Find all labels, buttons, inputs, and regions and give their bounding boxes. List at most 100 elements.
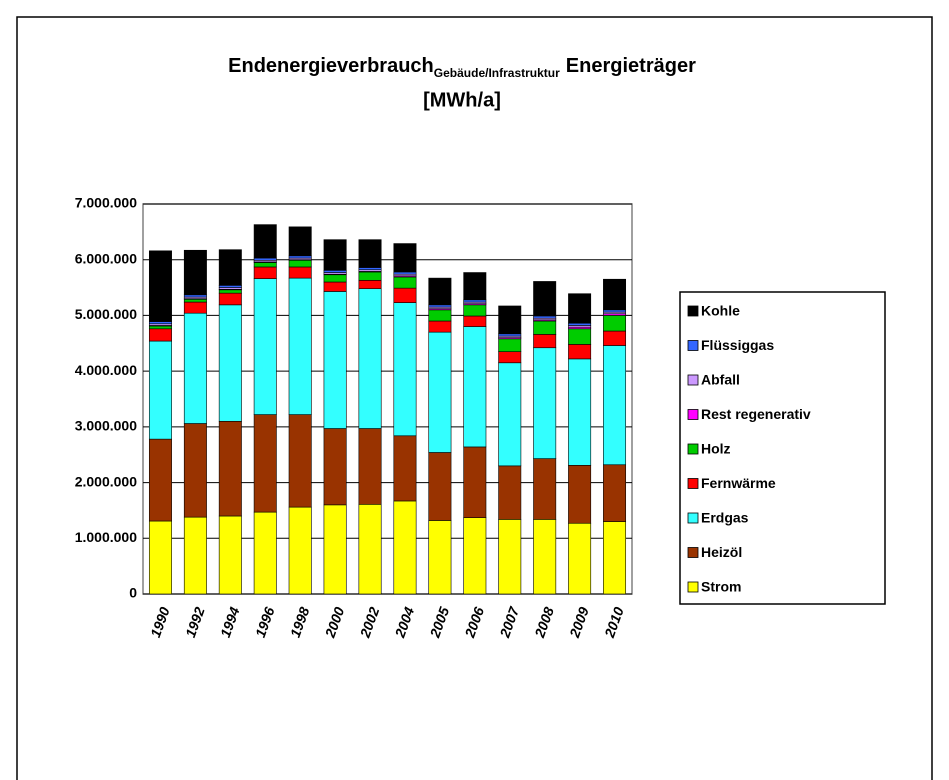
bar-segment xyxy=(428,309,452,322)
bar-segment xyxy=(183,298,207,303)
chart-title: EndenergieverbrauchGebäude/Infrastruktur… xyxy=(228,55,696,80)
bar-segment xyxy=(498,465,522,520)
bar-segment xyxy=(288,266,312,279)
bar-segment xyxy=(393,276,417,289)
bar-segment xyxy=(603,315,627,332)
bar-segment xyxy=(568,322,592,326)
bar-segment xyxy=(358,239,382,268)
bar-segment xyxy=(603,309,627,313)
bar-segment xyxy=(428,320,452,333)
bar-segment xyxy=(183,423,207,518)
bar-segment xyxy=(218,249,242,286)
title-main: Endenergieverbrauch xyxy=(228,55,434,77)
bar-segment xyxy=(603,278,627,311)
bar-segment xyxy=(218,292,242,306)
bar-segment xyxy=(393,500,417,595)
y-tick-label: 6.000.000 xyxy=(75,250,137,266)
bar-segment xyxy=(323,291,347,429)
bar-segment xyxy=(533,315,557,319)
y-tick-label: 1.000.000 xyxy=(75,529,137,545)
bar-segment xyxy=(183,249,207,296)
bar-segment xyxy=(393,302,417,437)
bar-segment xyxy=(533,347,557,459)
bar-segment xyxy=(148,438,172,522)
legend-label: Fernwärme xyxy=(701,475,776,491)
bar-segment xyxy=(533,519,557,595)
bar-segment xyxy=(323,274,347,283)
bar-segment xyxy=(148,321,172,325)
title-suffix: Energieträger xyxy=(566,55,696,77)
bar-segment xyxy=(323,428,347,506)
legend-label: Flüssiggas xyxy=(701,337,774,353)
bar-segment xyxy=(568,328,592,345)
plot-area xyxy=(142,203,633,595)
bar-segment xyxy=(428,331,452,453)
bar-segment xyxy=(533,281,557,317)
legend-label: Erdgas xyxy=(701,510,749,526)
bar-segment xyxy=(498,351,522,364)
bar-segment xyxy=(358,271,382,281)
bar-segment xyxy=(498,519,522,595)
legend-swatch xyxy=(687,478,699,489)
bar-segment xyxy=(148,325,172,330)
bar-segment xyxy=(288,226,312,257)
bar-segment xyxy=(218,515,242,595)
legend-label: Strom xyxy=(701,579,741,595)
bar-segment xyxy=(183,516,207,595)
bar-segment xyxy=(323,269,347,273)
bar-segment xyxy=(183,294,207,298)
y-tick-label: 5.000.000 xyxy=(75,306,137,322)
bar-segment xyxy=(568,522,592,595)
bar-segment xyxy=(603,345,627,466)
bar-segment xyxy=(253,414,277,513)
bar-segment xyxy=(568,344,592,360)
bar-segment xyxy=(218,304,242,422)
legend-label: Holz xyxy=(701,441,731,457)
bar-segment xyxy=(183,301,207,314)
bar-segment xyxy=(288,506,312,595)
bar-segment xyxy=(463,299,487,303)
y-tick-label: 4.000.000 xyxy=(75,362,137,378)
y-tick-label: 2.000.000 xyxy=(75,473,137,489)
bar-segment xyxy=(358,267,382,271)
bar-segment xyxy=(253,511,277,595)
bar-segment xyxy=(253,266,277,279)
bar-segment xyxy=(253,262,277,268)
title-subscript: Gebäude/Infrastruktur xyxy=(434,66,560,80)
bar-segment xyxy=(498,333,522,337)
legend-swatch xyxy=(687,512,699,524)
legend-label: Kohle xyxy=(701,303,740,319)
y-tick-label: 3.000.000 xyxy=(75,418,137,434)
bar-segment xyxy=(288,277,312,415)
bar-segment xyxy=(358,503,382,595)
legend-swatch xyxy=(687,581,699,593)
bar-segment xyxy=(603,464,627,522)
y-tick-label: 7.000.000 xyxy=(75,195,137,211)
bar-segment xyxy=(393,435,417,502)
bar-segment xyxy=(358,288,382,429)
bar-segment xyxy=(533,320,557,335)
bar-segment xyxy=(323,239,347,271)
bar-segment xyxy=(358,280,382,289)
chart-subtitle: [MWh/a] xyxy=(423,89,501,111)
bar-segment xyxy=(183,312,207,424)
bar-segment xyxy=(568,293,592,324)
bar-segment xyxy=(428,452,452,521)
bar-segment xyxy=(463,304,487,317)
bar-segment xyxy=(568,464,592,524)
bar-segment xyxy=(253,278,277,415)
bar-segment xyxy=(393,271,417,275)
bar-segment xyxy=(393,243,417,273)
bar-segment xyxy=(498,338,522,352)
legend-swatch xyxy=(687,409,699,420)
bar-segment xyxy=(288,259,312,268)
bar-segment xyxy=(323,281,347,292)
bar-segment xyxy=(148,250,172,322)
bar-segment xyxy=(428,277,452,306)
bar-segment xyxy=(568,358,592,466)
bar-segment xyxy=(498,305,522,335)
bar-segment xyxy=(218,285,242,288)
bar-segment xyxy=(148,328,172,342)
bar-segment xyxy=(358,428,382,505)
